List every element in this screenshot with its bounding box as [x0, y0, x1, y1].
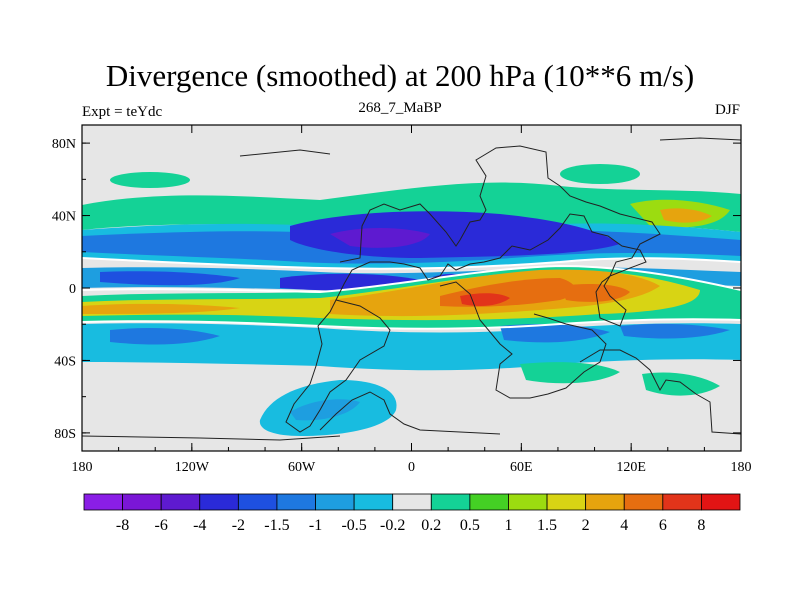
- colorbar-label: -1.5: [264, 517, 289, 534]
- colorbar-swatch: [623, 493, 664, 511]
- colorbar-label: -2: [232, 517, 245, 534]
- axis-ticks: 180 120W 60W 0 60E 120E 180 80N 40N 0 40S 80S: [52, 125, 752, 475]
- colorbar: -8 -6 -4 -2 -1.5 -1 -0.5 -0.2 0.2 0.5 1 1.5 2 4 6 8: [83, 493, 741, 534]
- colorbar-label: 2: [582, 517, 590, 534]
- x-tick-label: 60W: [288, 460, 316, 475]
- chart-title: Divergence (smoothed) at 200 hPa (10**6 …: [105, 58, 695, 93]
- x-tick-label: 0: [408, 460, 415, 475]
- colorbar-swatch: [353, 493, 394, 511]
- colorbar-label: 4: [620, 517, 628, 534]
- field-layer: [82, 164, 741, 436]
- colorbar-label: -8: [116, 517, 129, 534]
- y-tick-label: 80N: [52, 137, 76, 152]
- colorbar-label: 1.5: [537, 517, 557, 534]
- colorbar-swatch: [469, 493, 509, 511]
- colorbar-swatch: [276, 493, 316, 511]
- colorbar-swatch: [430, 493, 471, 511]
- colorbar-swatch: [199, 493, 239, 511]
- center-subtitle: 268_7_MaBP: [358, 100, 442, 116]
- colorbar-label: -1: [309, 517, 322, 534]
- colorbar-label: 6: [659, 517, 667, 534]
- colorbar-label: -0.2: [380, 517, 405, 534]
- colorbar-swatch: [585, 493, 625, 511]
- colorbar-swatch: [160, 493, 201, 511]
- colorbar-label: -0.5: [341, 517, 366, 534]
- colorbar-label: 8: [697, 517, 705, 534]
- colorbar-swatch: [122, 493, 162, 511]
- colorbar-swatch: [662, 493, 702, 511]
- colorbar-swatch: [83, 493, 123, 511]
- colorbar-label: -4: [193, 517, 206, 534]
- x-tick-label: 180: [731, 460, 752, 475]
- x-tick-label: 120E: [616, 460, 646, 475]
- coastlines: [82, 137, 741, 441]
- y-tick-label: 40S: [54, 354, 76, 369]
- x-tick-label: 120W: [175, 460, 210, 475]
- y-tick-label: 0: [69, 282, 76, 297]
- left-subtitle: Expt = teYdc: [82, 104, 163, 120]
- colorbar-label: -6: [155, 517, 168, 534]
- colorbar-swatch: [237, 493, 278, 511]
- colorbar-swatch: [508, 493, 548, 511]
- colorbar-swatch: [701, 493, 741, 511]
- colorbar-label: 0.2: [421, 517, 441, 534]
- y-tick-label: 40N: [52, 210, 76, 225]
- colorbar-label: 1: [504, 517, 512, 534]
- colorbar-label: 0.5: [460, 517, 480, 534]
- colorbar-swatch: [392, 493, 432, 511]
- right-subtitle: DJF: [714, 102, 740, 118]
- colorbar-swatch: [546, 493, 587, 511]
- x-tick-label: 180: [72, 460, 93, 475]
- x-tick-label: 60E: [510, 460, 533, 475]
- colorbar-swatch: [315, 493, 355, 511]
- y-tick-label: 80S: [54, 427, 76, 442]
